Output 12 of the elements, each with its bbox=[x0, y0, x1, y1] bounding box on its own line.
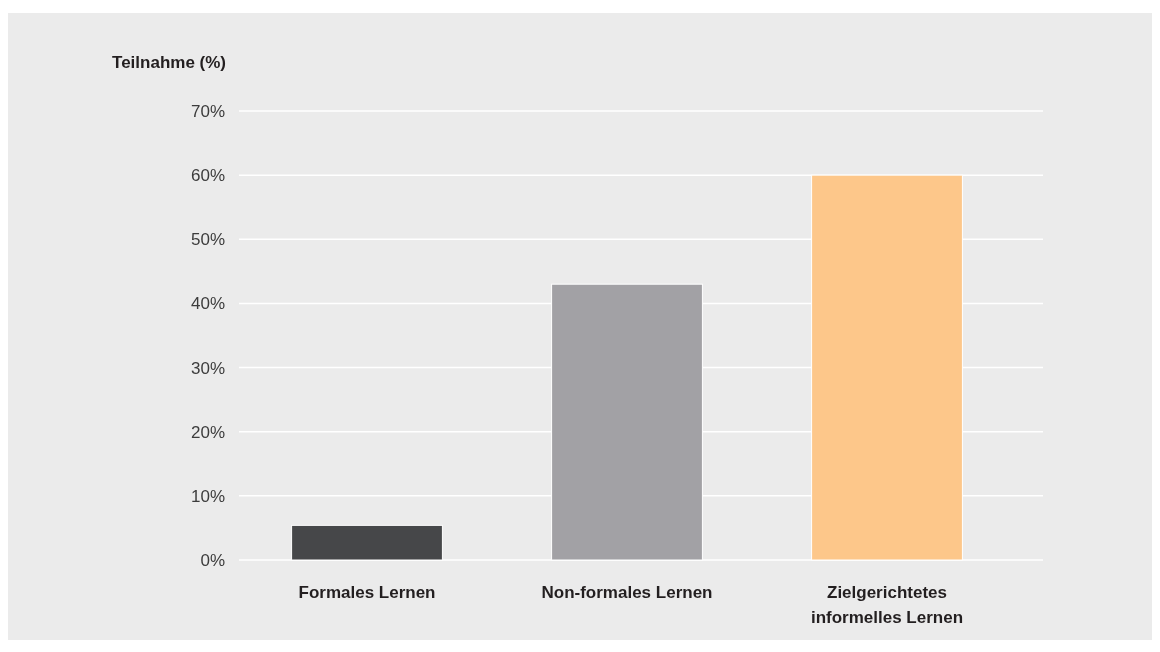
y-tick-label: 30% bbox=[190, 358, 225, 378]
y-tick-label: 10% bbox=[190, 486, 225, 506]
y-tick-label: 0% bbox=[200, 550, 225, 570]
x-tick-label: Zielgerichtetes informelles Lernen bbox=[810, 583, 964, 627]
y-tick-label: 50% bbox=[190, 230, 225, 250]
y-tick-label: 70% bbox=[190, 101, 225, 121]
x-tick-label: Non-formales Lernen bbox=[541, 583, 713, 602]
y-tick-label: 20% bbox=[190, 422, 225, 442]
x-tick-label: Formales Lernen bbox=[298, 583, 436, 602]
y-tick-label: 60% bbox=[190, 166, 225, 186]
y-axis-title: Teilnahme (%) bbox=[112, 53, 226, 72]
y-tick-label: 40% bbox=[190, 294, 225, 314]
